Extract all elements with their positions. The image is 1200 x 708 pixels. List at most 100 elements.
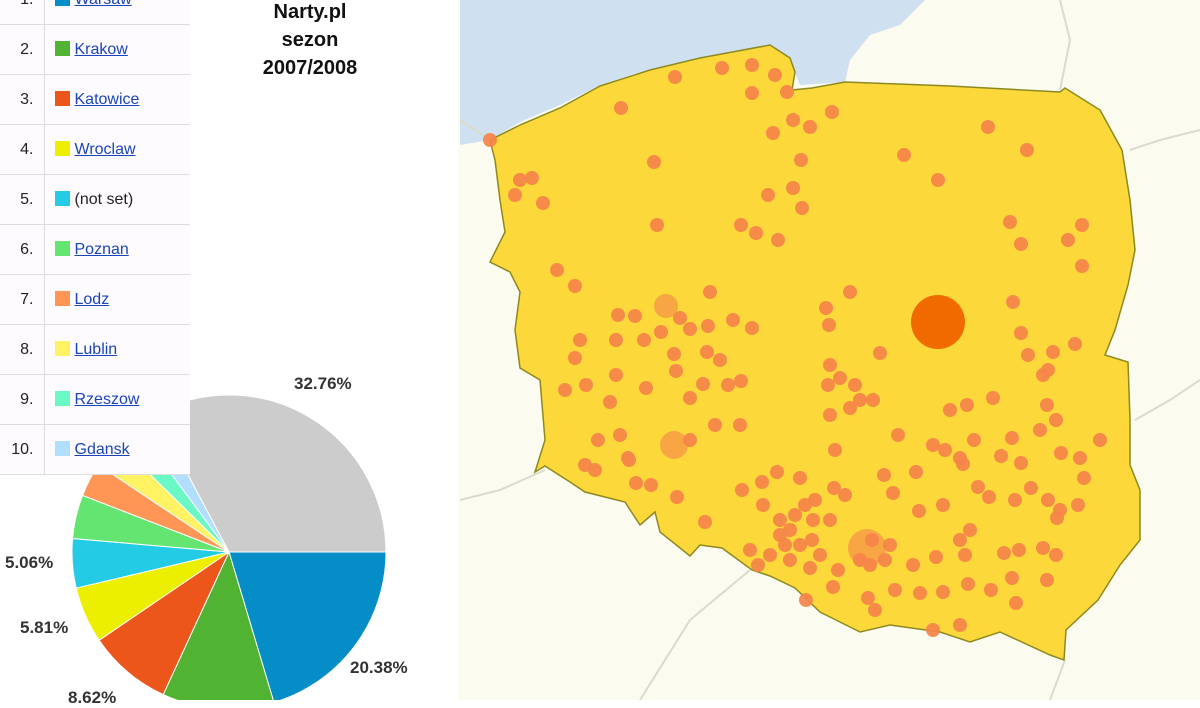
map-marker[interactable] <box>726 313 740 327</box>
map-marker[interactable] <box>931 173 945 187</box>
map-marker[interactable] <box>733 418 747 432</box>
map-marker[interactable] <box>734 218 748 232</box>
map-marker[interactable] <box>912 504 926 518</box>
map-marker[interactable] <box>637 333 651 347</box>
map-marker[interactable] <box>828 443 842 457</box>
map-marker[interactable] <box>667 347 681 361</box>
map-marker[interactable] <box>715 61 729 75</box>
map-marker[interactable] <box>798 498 812 512</box>
map-marker[interactable] <box>536 196 550 210</box>
map-marker[interactable] <box>853 553 867 567</box>
map-marker[interactable] <box>1006 295 1020 309</box>
map-marker[interactable] <box>628 309 642 323</box>
map-marker[interactable] <box>960 398 974 412</box>
map-marker[interactable] <box>861 591 875 605</box>
map-marker[interactable] <box>1061 233 1075 247</box>
map-marker[interactable] <box>886 486 900 500</box>
map-marker[interactable] <box>701 319 715 333</box>
map-marker[interactable] <box>708 418 722 432</box>
map-marker[interactable] <box>953 618 967 632</box>
map-marker[interactable] <box>768 68 782 82</box>
map-marker[interactable] <box>613 428 627 442</box>
map-marker[interactable] <box>891 428 905 442</box>
map-marker[interactable] <box>1073 451 1087 465</box>
map-marker[interactable] <box>669 364 683 378</box>
map-marker[interactable] <box>961 577 975 591</box>
map-marker[interactable] <box>698 515 712 529</box>
map-marker[interactable] <box>614 101 628 115</box>
map-marker[interactable] <box>963 523 977 537</box>
poland-country-shape[interactable] <box>488 44 1141 662</box>
map-marker[interactable] <box>568 351 582 365</box>
map-marker[interactable] <box>794 153 808 167</box>
map-marker[interactable] <box>786 181 800 195</box>
map-marker[interactable] <box>1009 596 1023 610</box>
map-marker[interactable] <box>1075 259 1089 273</box>
map-marker[interactable] <box>826 580 840 594</box>
map-marker[interactable] <box>770 465 784 479</box>
city-link[interactable]: Krakow <box>74 40 128 58</box>
map-marker[interactable] <box>994 449 1008 463</box>
map-marker[interactable] <box>683 391 697 405</box>
map-marker[interactable] <box>1008 493 1022 507</box>
map-marker[interactable] <box>1036 541 1050 555</box>
map-marker[interactable] <box>603 395 617 409</box>
map-marker[interactable] <box>622 453 636 467</box>
map-marker[interactable] <box>997 546 1011 560</box>
map-marker[interactable] <box>1049 548 1063 562</box>
map-marker[interactable] <box>936 498 950 512</box>
map-marker[interactable] <box>823 408 837 422</box>
map-marker[interactable] <box>827 481 841 495</box>
map-marker[interactable] <box>483 133 497 147</box>
map-marker[interactable] <box>843 285 857 299</box>
map-marker[interactable] <box>806 513 820 527</box>
map-marker[interactable] <box>888 583 902 597</box>
map-marker[interactable] <box>1003 215 1017 229</box>
map-marker[interactable] <box>833 371 847 385</box>
map-marker[interactable] <box>771 233 785 247</box>
map-marker[interactable] <box>953 533 967 547</box>
map-marker[interactable] <box>755 475 769 489</box>
map-marker[interactable] <box>1077 471 1091 485</box>
map-marker[interactable] <box>751 558 765 572</box>
map-marker[interactable] <box>756 498 770 512</box>
map-marker[interactable] <box>906 558 920 572</box>
map-marker[interactable] <box>696 377 710 391</box>
map-marker[interactable] <box>749 226 763 240</box>
map-marker[interactable] <box>936 585 950 599</box>
map-marker[interactable] <box>591 433 605 447</box>
map-marker[interactable] <box>1041 493 1055 507</box>
map-marker[interactable] <box>799 593 813 607</box>
map-marker[interactable] <box>508 188 522 202</box>
map-marker[interactable] <box>878 553 892 567</box>
map-marker[interactable] <box>929 550 943 564</box>
map-marker[interactable] <box>803 120 817 134</box>
map-marker[interactable] <box>877 468 891 482</box>
map-marker[interactable] <box>1014 326 1028 340</box>
map-marker[interactable] <box>795 201 809 215</box>
map-marker[interactable] <box>611 308 625 322</box>
map-marker[interactable] <box>1049 413 1063 427</box>
map-marker[interactable] <box>734 374 748 388</box>
map-marker[interactable] <box>984 583 998 597</box>
map-marker[interactable] <box>971 480 985 494</box>
map-marker[interactable] <box>550 263 564 277</box>
map-marker[interactable] <box>838 488 852 502</box>
map-marker[interactable] <box>1068 337 1082 351</box>
map-marker[interactable] <box>819 301 833 315</box>
map-marker[interactable] <box>1046 345 1060 359</box>
map-marker[interactable] <box>926 438 940 452</box>
map-marker[interactable] <box>644 478 658 492</box>
map-marker[interactable] <box>982 490 996 504</box>
map-marker[interactable] <box>926 623 940 637</box>
city-link[interactable]: Rzeszow <box>74 390 140 408</box>
map-marker[interactable] <box>843 401 857 415</box>
map-marker[interactable] <box>629 476 643 490</box>
map-marker[interactable] <box>909 465 923 479</box>
city-link[interactable]: Katowice <box>74 90 140 108</box>
city-link[interactable]: Poznan <box>74 240 129 258</box>
map-marker[interactable] <box>745 58 759 72</box>
map-marker[interactable] <box>525 171 539 185</box>
map-marker[interactable] <box>823 513 837 527</box>
map-marker[interactable] <box>803 561 817 575</box>
